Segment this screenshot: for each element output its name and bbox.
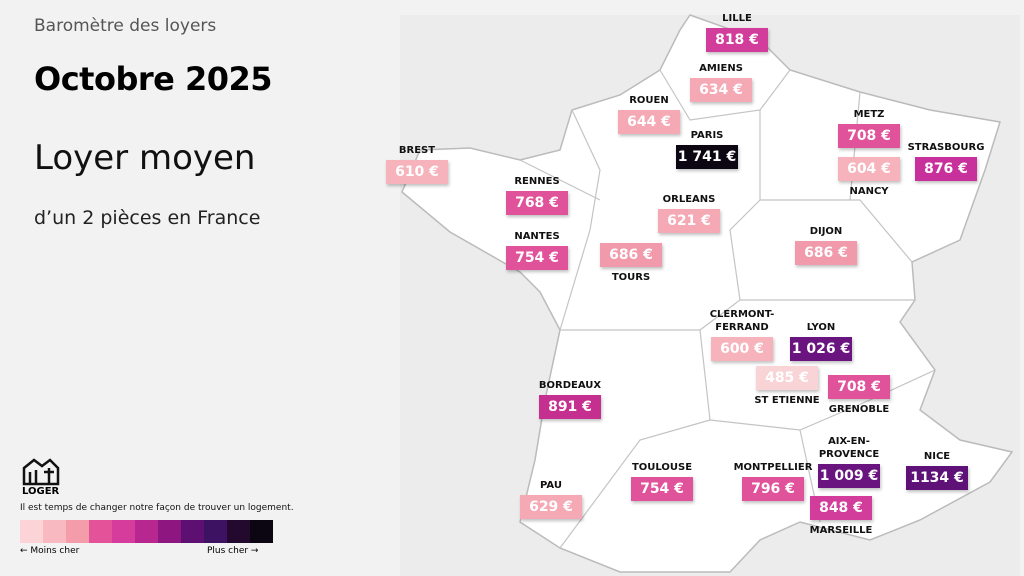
scale-swatch <box>250 520 273 543</box>
scale-swatch <box>204 520 227 543</box>
scale-swatch <box>43 520 66 543</box>
city-label: METZ <box>853 109 885 120</box>
color-scale <box>20 520 273 543</box>
city-label: PAU <box>540 480 562 491</box>
city-label: LYON <box>806 322 836 333</box>
city-label: NICE <box>923 451 951 462</box>
city-label: ST ETIENNE <box>754 395 820 406</box>
subtitle: Baromètre des loyers <box>34 16 217 36</box>
price-badge: 818 € <box>706 28 768 52</box>
scale-swatch <box>135 520 158 543</box>
city-label: BREST <box>398 145 436 156</box>
city-label: TOULOUSE <box>631 462 693 473</box>
city-label: PARIS <box>690 130 724 141</box>
city-label: MONTPELLIER <box>733 462 813 473</box>
legend-less: ← Moins cher <box>20 546 80 556</box>
city-label: LILLE <box>722 13 752 24</box>
scale-swatch <box>181 520 204 543</box>
price-badge: 686 € <box>600 243 662 267</box>
price-badge: 848 € <box>810 496 872 520</box>
city-label: CLERMONT- FERRAND <box>709 309 775 333</box>
price-badge: 644 € <box>618 110 680 134</box>
price-badge: 1 741 € <box>676 145 738 169</box>
price-badge: 796 € <box>742 477 804 501</box>
city-label: TOURS <box>611 272 651 283</box>
scale-swatch <box>20 520 43 543</box>
price-badge: 768 € <box>506 191 568 215</box>
price-badge: 621 € <box>658 209 720 233</box>
city-label: NANCY <box>849 186 889 197</box>
price-badge: 876 € <box>915 157 977 181</box>
price-badge: 604 € <box>838 157 900 181</box>
price-badge: 610 € <box>386 160 448 184</box>
price-badge: 686 € <box>795 241 857 265</box>
city-label: NANTES <box>514 231 560 242</box>
price-badge: 754 € <box>631 477 693 501</box>
city-label: RENNES <box>514 176 560 187</box>
price-badge: 708 € <box>838 124 900 148</box>
city-label: DIJON <box>809 226 843 237</box>
price-badge: 1 009 € <box>818 464 880 488</box>
subheading: d’un 2 pièces en France <box>34 207 261 229</box>
scale-swatch <box>89 520 112 543</box>
price-badge: 1 026 € <box>790 337 852 361</box>
price-badge: 485 € <box>756 366 818 390</box>
city-label: ROUEN <box>629 95 669 106</box>
brand-name: LOGER <box>22 486 60 497</box>
city-label: AIX-EN- PROVENCE <box>818 436 880 460</box>
france-outline <box>401 14 1014 573</box>
city-label: STRASBOURG <box>907 142 985 153</box>
price-badge: 634 € <box>690 78 752 102</box>
loger-logo-icon <box>22 458 60 486</box>
price-badge: 600 € <box>711 337 773 361</box>
city-label: AMIENS <box>699 63 743 74</box>
page-title: Octobre 2025 <box>34 60 273 98</box>
legend-more: Plus cher → <box>207 546 259 556</box>
price-badge: 754 € <box>506 246 568 270</box>
scale-swatch <box>66 520 89 543</box>
city-label: BORDEAUX <box>538 380 602 391</box>
city-label: GRENOBLE <box>828 404 890 415</box>
price-badge: 1134 € <box>906 466 968 490</box>
price-badge: 891 € <box>539 395 601 419</box>
city-label: ORLEANS <box>662 194 716 205</box>
heading: Loyer moyen <box>34 138 256 178</box>
scale-swatch <box>227 520 250 543</box>
tagline: Il est temps de changer notre façon de t… <box>20 503 294 513</box>
price-badge: 708 € <box>828 375 890 399</box>
price-badge: 629 € <box>520 495 582 519</box>
scale-swatch <box>112 520 135 543</box>
city-label: MARSEILLE <box>809 525 873 536</box>
scale-swatch <box>158 520 181 543</box>
